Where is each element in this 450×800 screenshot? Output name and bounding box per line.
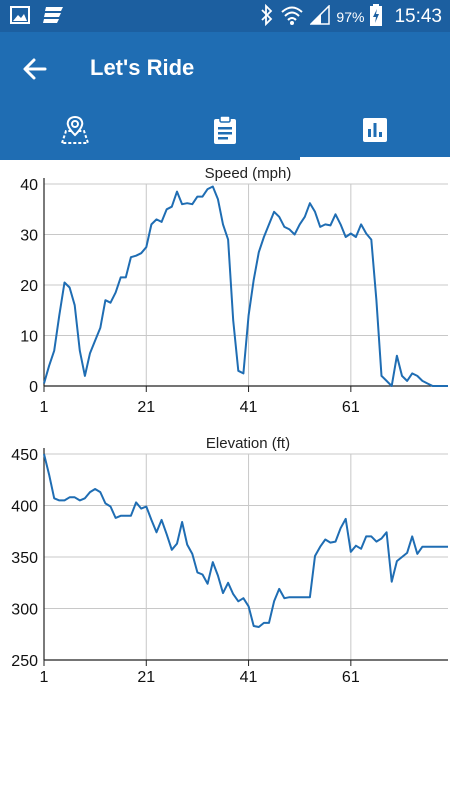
charts-svg: Speed (mph) 0 10 20 30 40 1 21 41 61 Elevation (ft… (11, 165, 448, 686)
elevation-x-tick-label: 61 (342, 669, 360, 686)
app-notification-icon (42, 6, 64, 29)
battery-charging-icon (370, 4, 383, 30)
elevation-y-tick-label: 450 (11, 447, 38, 464)
clipboard-icon (211, 114, 239, 150)
signal-icon (309, 4, 331, 29)
elevation-y-tick-label: 250 (11, 653, 38, 670)
back-button[interactable] (18, 52, 52, 86)
speed-x-tick-label: 21 (137, 399, 155, 416)
elevation-series-line (43, 453, 448, 628)
page-title: Let's Ride (90, 55, 195, 80)
elevation-y-tick-label: 400 (11, 499, 38, 516)
tab-bar (0, 104, 450, 160)
app-bar: Let's Ride (0, 32, 450, 104)
speed-series-line (43, 185, 448, 387)
elevation-x-tick-label: 21 (137, 669, 155, 686)
speed-x-tick-label: 41 (240, 399, 258, 416)
bluetooth-icon (260, 3, 274, 30)
status-bar: 97% 15:43 (0, 0, 450, 32)
elevation-x-tick-label: 1 (40, 669, 49, 686)
elevation-chart-title: Elevation (ft) (206, 435, 290, 452)
speed-y-tick-label: 40 (20, 177, 38, 194)
elevation-y-tick-label: 350 (11, 550, 38, 567)
battery-percent: 97% (336, 9, 365, 25)
elevation-x-tick-label: 41 (240, 669, 258, 686)
status-time: 15:43 (394, 6, 442, 27)
arrow-left-icon (18, 58, 52, 90)
tab-map[interactable] (0, 104, 150, 160)
speed-x-tick-label: 61 (342, 399, 360, 416)
image-icon (10, 6, 30, 29)
elevation-y-tick-label: 300 (11, 602, 38, 619)
speed-y-tick-label: 30 (20, 228, 38, 245)
speed-y-tick-label: 0 (29, 379, 38, 396)
charts-panel: Speed (mph) 0 10 20 30 40 1 21 41 61 Elevation (ft… (0, 160, 450, 800)
speed-y-tick-label: 10 (20, 329, 38, 346)
map-pin-icon (58, 113, 92, 152)
bar-chart-icon (362, 117, 388, 148)
speed-chart-title: Speed (mph) (205, 165, 292, 182)
tab-charts[interactable] (300, 104, 450, 160)
speed-x-tick-label: 1 (40, 399, 49, 416)
speed-y-tick-label: 20 (20, 278, 38, 295)
wifi-icon (280, 4, 304, 30)
tab-summary[interactable] (150, 104, 300, 160)
